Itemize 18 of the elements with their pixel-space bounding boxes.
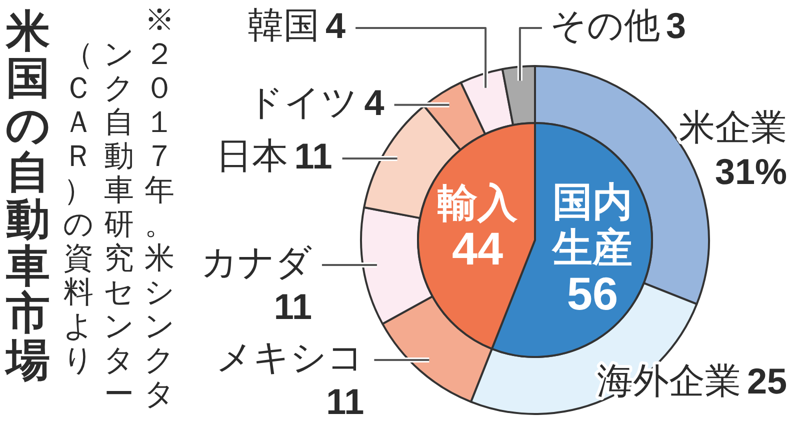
data-label: 31% bbox=[714, 150, 787, 192]
text: 米国の自動車市場 bbox=[5, 6, 51, 386]
slice-label: その他 bbox=[550, 5, 660, 46]
data-label: 11 bbox=[294, 135, 332, 176]
data-label: 3 bbox=[666, 4, 686, 46]
slice-label: 日本 bbox=[216, 136, 288, 177]
text: ※２０１７年。米シンクタンク自動車研究センター（ＣＡＲ）の資料より bbox=[62, 3, 176, 412]
slice-label: 海外企業 bbox=[596, 361, 741, 402]
slice-label: 韓国 bbox=[248, 5, 320, 46]
data-label: 11 bbox=[274, 286, 312, 327]
data-label: 11 bbox=[326, 380, 364, 422]
slice-label: メキシコ bbox=[216, 337, 364, 378]
slice-label: 米企業 bbox=[679, 107, 787, 148]
data-label: 25 bbox=[746, 360, 788, 402]
slice-label: カナダ bbox=[200, 242, 312, 284]
data-label: 4 bbox=[364, 82, 384, 123]
data-label: 4 bbox=[326, 4, 346, 46]
slice-label: ドイツ bbox=[247, 82, 358, 124]
